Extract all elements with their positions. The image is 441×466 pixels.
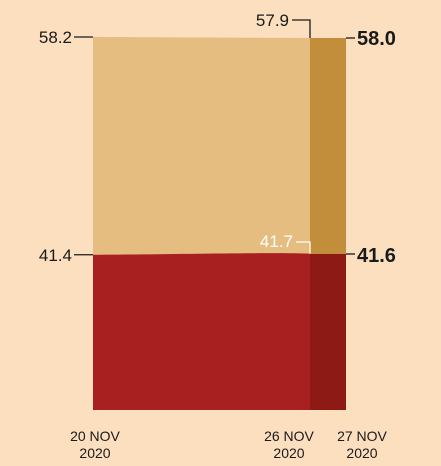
bar-segment-lower-27nov [310, 254, 346, 410]
data-label-lower-20nov: 41.4 [39, 246, 72, 265]
data-label-upper-26nov: 57.9 [256, 11, 289, 30]
data-label-lower-26nov: 41.7 [260, 232, 293, 251]
data-labels-layer: 58.2 41.4 57.9 41.7 58.0 41.6 [39, 11, 396, 267]
x-tick-label-1-line-0: 26 NOV [264, 428, 314, 444]
data-label-upper-20nov: 58.2 [39, 28, 72, 47]
data-label-lower-27nov: 41.6 [357, 245, 396, 267]
bar-segment-upper-27nov [310, 38, 346, 254]
leader-lower-26nov [296, 241, 311, 254]
x-tick-label-1-line-1: 2020 [273, 445, 304, 461]
x-tick-label-2-line-1: 2020 [346, 445, 377, 461]
bar-segment-lower-20nov-26nov [93, 253, 310, 410]
leader-lines-layer [74, 19, 355, 256]
leader-upper-26nov [292, 19, 311, 38]
data-label-upper-27nov: 58.0 [357, 28, 396, 50]
x-tick-label-0-line-1: 2020 [79, 445, 110, 461]
x-tick-label-0-line-0: 20 NOV [70, 428, 120, 444]
x-tick-label-2-line-0: 27 NOV [337, 428, 387, 444]
bars-layer [93, 37, 346, 410]
bar-segment-upper-20nov-26nov [93, 37, 310, 255]
